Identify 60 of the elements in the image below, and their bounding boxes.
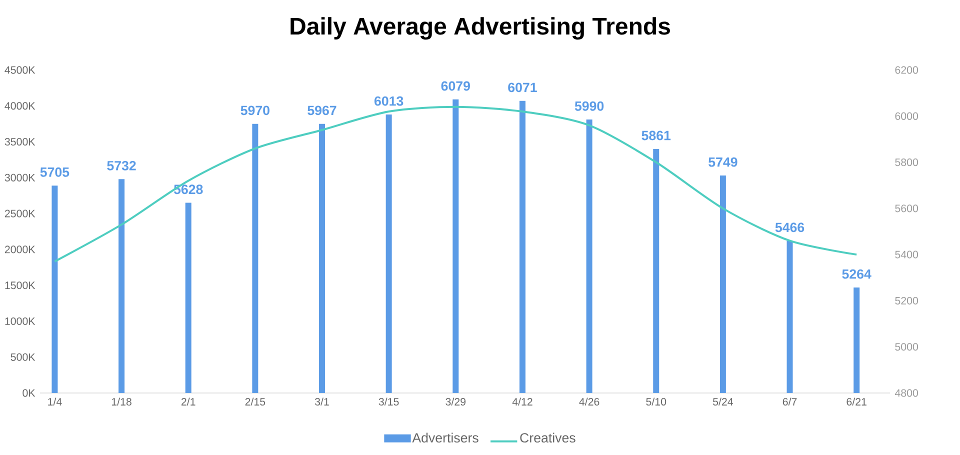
x-tick-label: 3/15	[378, 398, 399, 406]
bar	[252, 124, 258, 393]
annotation: 5861	[642, 130, 671, 140]
x-tick-label: 1/18	[112, 398, 132, 406]
y2-tick-label: 5800	[895, 158, 918, 166]
annotation: 5466	[775, 222, 804, 232]
x-tick-label: 6/7	[782, 398, 797, 406]
annotation: 5967	[308, 106, 336, 116]
bar	[319, 124, 326, 393]
annotation: 6071	[508, 82, 537, 92]
y-tick-label: 500K	[10, 353, 36, 361]
x-tick-label: 2/15	[245, 398, 266, 406]
x-tick-label: 1/4	[48, 398, 62, 406]
bar	[452, 99, 459, 393]
y2-tick-label: 5000	[895, 343, 918, 351]
x-tick-label: 6/21	[846, 398, 866, 406]
bar	[118, 179, 125, 393]
x-tick-label: 3/1	[314, 398, 329, 406]
y-tick-label: 2000K	[4, 246, 36, 254]
y2-tick-label: 5200	[895, 296, 918, 304]
y2-tick-label: 5600	[895, 204, 918, 212]
annotation: 5732	[107, 160, 136, 170]
y-tick-label: 3000K	[4, 174, 36, 182]
y-tick-label: 4500K	[4, 66, 36, 74]
bar	[720, 176, 726, 393]
x-tick-label: 2/1	[181, 398, 196, 406]
x-tick-label: 4/26	[579, 398, 600, 406]
y-tick-label: 4000K	[4, 102, 36, 110]
annotation: 6013	[374, 96, 404, 106]
y-tick-label: 0K	[22, 389, 36, 397]
legend-label: Creatives	[520, 432, 576, 443]
legend-label: Advertisers	[412, 432, 478, 443]
y-tick-label: 2500K	[4, 210, 36, 218]
annotation: 5264	[842, 269, 872, 279]
bar	[586, 120, 592, 393]
y2-tick-label: 6200	[895, 66, 918, 74]
y2-tick-label: 6000	[895, 112, 918, 120]
x-tick-label: 4/12	[512, 398, 532, 406]
bar	[519, 100, 526, 393]
bar	[786, 240, 793, 393]
annotation: 5749	[708, 157, 738, 167]
annotation: 5628	[174, 184, 203, 194]
y2-tick-label: 4800	[894, 389, 918, 397]
bar	[52, 186, 58, 393]
annotation: 5990	[574, 101, 604, 111]
bar	[185, 202, 192, 393]
bar	[653, 148, 660, 393]
y-tick-label: 3500K	[4, 138, 36, 146]
chart-title: Daily Average Advertising Trends	[290, 17, 670, 40]
x-tick-label: 5/24	[712, 398, 734, 406]
y2-tick-label: 5400	[895, 250, 918, 258]
annotation: 5705	[40, 167, 70, 177]
bar	[386, 114, 392, 393]
y-tick-label: 1500K	[5, 282, 36, 290]
annotation: 5970	[240, 106, 270, 116]
x-tick-label: 3/29	[446, 398, 466, 406]
bar	[854, 287, 860, 393]
annotation: 6079	[441, 81, 470, 91]
y-tick-label: 1000K	[5, 317, 36, 325]
x-tick-label: 5/10	[646, 398, 666, 406]
